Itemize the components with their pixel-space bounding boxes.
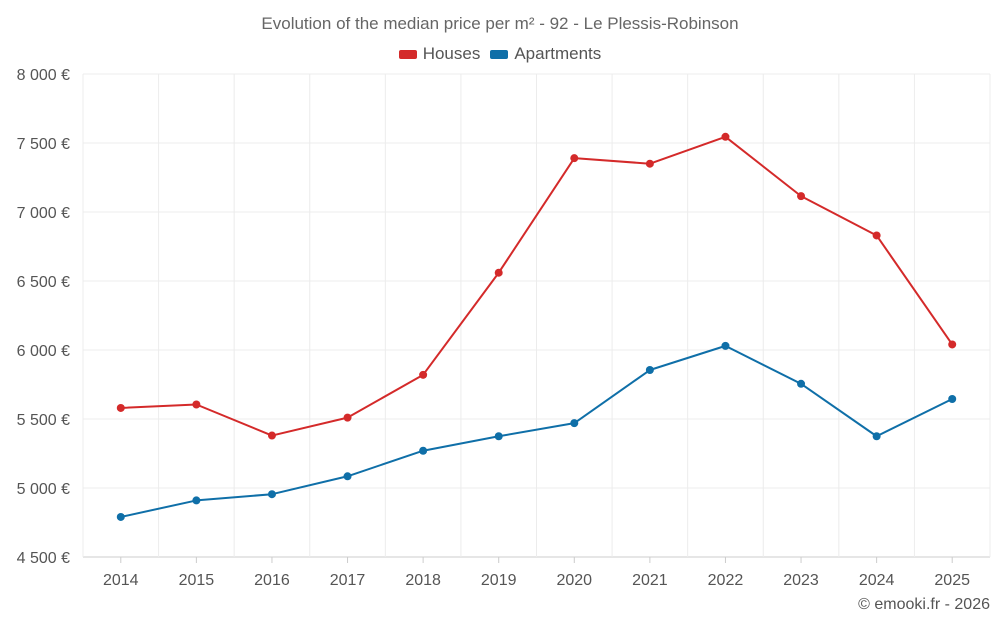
data-point-apartments[interactable]	[494, 432, 503, 441]
y-tick-label: 6 000 €	[17, 343, 70, 360]
data-point-apartments[interactable]	[721, 341, 730, 350]
data-point-apartments[interactable]	[267, 490, 276, 499]
x-tick-label: 2019	[481, 572, 517, 589]
data-point-houses[interactable]	[645, 159, 654, 168]
y-tick-label: 8 000 €	[17, 67, 70, 84]
x-tick-label: 2016	[254, 572, 290, 589]
data-point-apartments[interactable]	[570, 419, 579, 428]
data-point-apartments[interactable]	[948, 394, 957, 403]
data-point-houses[interactable]	[872, 231, 881, 240]
x-tick-label: 2015	[179, 572, 215, 589]
series-line-apartments[interactable]	[120, 344, 953, 518]
x-axis: 2014 2015 2016 2017 2018 2019 2020 2021 2022 2023…	[103, 557, 970, 589]
legend-swatch-apartments	[490, 49, 509, 59]
x-tick-label: 2014	[103, 572, 139, 589]
x-tick-label: 2025	[934, 572, 970, 589]
legend-label-houses: Houses	[422, 44, 481, 63]
data-point-houses[interactable]	[721, 132, 730, 141]
credit-text: © emooki.fr - 2026	[858, 596, 990, 613]
data-point-houses[interactable]	[267, 431, 276, 440]
x-tick-label: 2020	[556, 572, 592, 589]
x-tick-label: 2021	[632, 572, 668, 589]
data-point-houses[interactable]	[116, 403, 125, 412]
data-point-houses[interactable]	[797, 192, 806, 201]
data-point-houses[interactable]	[494, 268, 503, 277]
y-tick-label: 7 500 €	[17, 136, 70, 153]
series-line-houses[interactable]	[120, 135, 954, 437]
legend-label-apartments: Apartments	[514, 44, 602, 63]
x-tick-label: 2022	[708, 572, 744, 589]
y-axis: 4 500 € 5 000 € 5 500 € 6 000 € 6 500 € 7 000…	[17, 67, 70, 567]
data-point-houses[interactable]	[419, 370, 428, 379]
y-tick-label: 5 500 €	[17, 412, 70, 429]
y-tick-label: 4 500 €	[17, 550, 70, 567]
y-tick-label: 7 000 €	[17, 205, 70, 222]
gridlines	[82, 73, 991, 558]
data-point-houses[interactable]	[948, 340, 957, 349]
series-group	[116, 132, 957, 521]
chart-title: Evolution of the median price per m² - 9…	[261, 14, 739, 33]
data-point-apartments[interactable]	[645, 366, 654, 375]
x-tick-label: 2018	[405, 572, 441, 589]
y-tick-label: 6 500 €	[17, 274, 70, 291]
data-point-houses[interactable]	[570, 154, 579, 163]
legend-item-apartments[interactable]: Apartments	[490, 44, 601, 64]
data-point-apartments[interactable]	[797, 379, 806, 388]
data-point-apartments[interactable]	[419, 446, 428, 455]
y-tick-label: 5 000 €	[17, 481, 70, 498]
x-tick-label: 2024	[859, 572, 895, 589]
data-point-apartments[interactable]	[116, 512, 125, 521]
legend: Houses Apartments	[0, 44, 1000, 64]
data-point-apartments[interactable]	[192, 496, 201, 505]
x-tick-label: 2017	[330, 572, 366, 589]
data-point-houses[interactable]	[192, 400, 201, 409]
data-point-apartments[interactable]	[343, 472, 352, 481]
data-point-apartments[interactable]	[872, 432, 881, 441]
legend-item-houses[interactable]: Houses	[398, 44, 481, 64]
data-point-houses[interactable]	[343, 413, 352, 422]
x-tick-label: 2023	[783, 572, 819, 589]
legend-swatch-houses	[398, 49, 417, 59]
